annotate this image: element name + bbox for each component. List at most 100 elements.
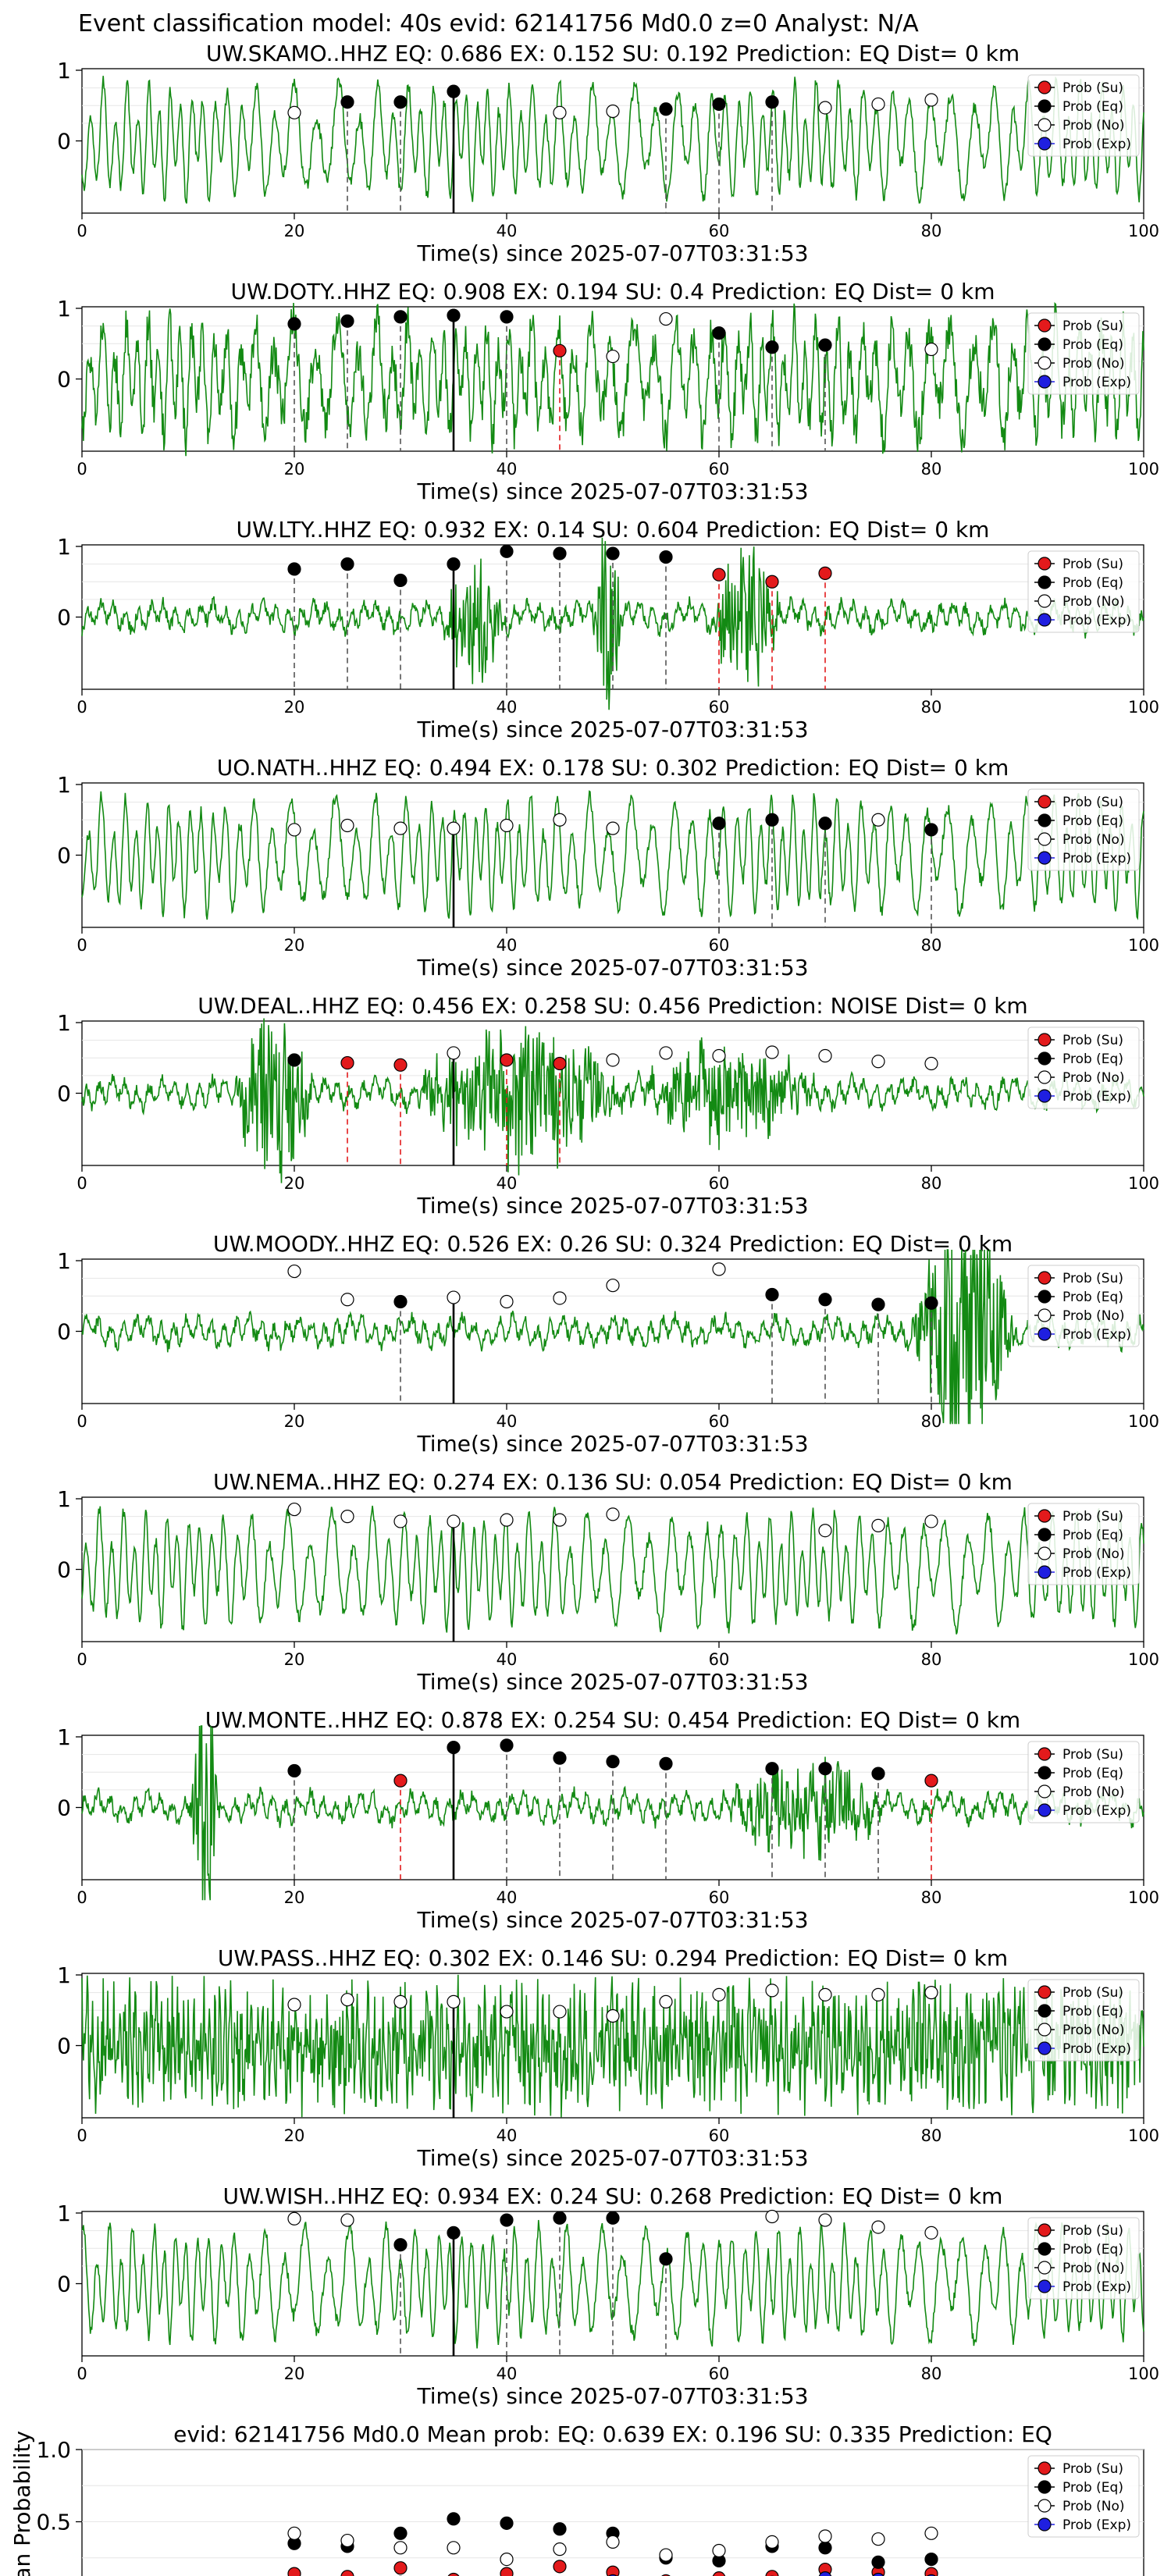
mean-marker-no <box>500 2553 514 2567</box>
mean-marker-no <box>659 2548 673 2562</box>
prob-marker-no <box>765 1984 779 1998</box>
legend-marker-eq <box>1038 99 1052 113</box>
legend-label: Prob (Eq) <box>1062 2004 1123 2019</box>
legend: Prob (Su) Prob (Eq) Prob (No) Prob (Exp) <box>1027 2455 1140 2538</box>
legend-label: Prob (No) <box>1062 2023 1125 2038</box>
prob-marker-no <box>447 1994 461 2008</box>
legend-marker-exp <box>1038 1089 1052 1103</box>
legend-marker-no <box>1038 2261 1052 2275</box>
legend-marker-su <box>1038 80 1052 94</box>
legend-marker-eq <box>1038 1528 1052 1542</box>
prob-marker-no <box>818 2213 832 2227</box>
prob-marker-eq <box>447 84 461 98</box>
prob-marker-no <box>287 2211 301 2226</box>
prob-marker-su <box>553 1056 567 1071</box>
x-tick-label: 0 <box>77 1650 87 1669</box>
x-tick-label: 80 <box>921 222 942 240</box>
prob-marker-no <box>287 105 301 119</box>
x-tick-label: 20 <box>284 460 305 479</box>
prob-marker-eq <box>712 817 726 831</box>
legend-label: Prob (Exp) <box>1062 2279 1131 2295</box>
prob-marker-no <box>606 1507 620 1521</box>
legend-marker-eq <box>1038 2480 1052 2494</box>
x-tick-label: 40 <box>497 222 518 240</box>
legend-label: Prob (Exp) <box>1062 613 1131 628</box>
x-tick-label: 60 <box>709 1174 730 1193</box>
prob-marker-eq <box>818 1293 832 1307</box>
y-tick-label: 0 <box>57 843 71 869</box>
panel-title: UW.MOODY..HHZ EQ: 0.526 EX: 0.26 SU: 0.3… <box>213 1231 1013 1257</box>
plot-frame <box>81 306 1144 452</box>
prob-marker-eq <box>765 1762 779 1776</box>
panel-uo-nath-hhz: UO.NATH..HHZ EQ: 0.494 EX: 0.178 SU: 0.3… <box>57 755 1159 980</box>
legend-frame <box>1027 1741 1140 1823</box>
x-tick-label: 80 <box>921 460 942 479</box>
mean-marker-eq <box>447 2512 461 2526</box>
x-tick-label: 100 <box>1128 698 1159 717</box>
prob-marker-eq <box>765 340 779 354</box>
x-tick-label: 40 <box>497 1650 518 1669</box>
mean-marker-eq <box>393 2526 408 2540</box>
x-tick-label: 0 <box>77 698 87 717</box>
prob-marker-no <box>924 342 938 357</box>
legend-label: Prob (Exp) <box>1062 2041 1131 2057</box>
panel-uw-skamo-hhz: UW.SKAMO..HHZ EQ: 0.686 EX: 0.152 SU: 0.… <box>57 41 1159 266</box>
panel-title: evid: 62141756 Md0.0 Mean prob: EQ: 0.63… <box>173 2421 1052 2447</box>
x-tick-label: 40 <box>497 2364 518 2383</box>
legend-label: Prob (Exp) <box>1062 851 1131 866</box>
figure-title: Event classification model: 40s evid: 62… <box>78 10 919 37</box>
legend-marker-no <box>1038 1308 1052 1322</box>
panel-title: UW.WISH..HHZ EQ: 0.934 EX: 0.24 SU: 0.26… <box>223 2183 1003 2209</box>
legend-marker-exp <box>1038 1327 1052 1341</box>
prob-marker-no <box>553 105 567 119</box>
prob-marker-no <box>393 821 408 835</box>
legend: Prob (Su) Prob (Eq) Prob (No) Prob (Exp) <box>1027 1026 1140 1109</box>
legend-marker-su <box>1038 1271 1052 1285</box>
mean-marker-no <box>765 2535 779 2549</box>
x-tick-label: 0 <box>77 222 87 240</box>
legend-label: Prob (Eq) <box>1062 1766 1123 1781</box>
panel-uw-deal-hhz: UW.DEAL..HHZ EQ: 0.456 EX: 0.258 SU: 0.4… <box>57 993 1159 1219</box>
legend-marker-su <box>1038 1033 1052 1047</box>
legend-marker-no <box>1038 832 1052 846</box>
x-tick-label: 60 <box>709 698 730 717</box>
legend-label: Prob (Su) <box>1062 1271 1123 1286</box>
prob-marker-eq <box>393 573 408 588</box>
panel-uw-doty-hhz: UW.DOTY..HHZ EQ: 0.908 EX: 0.194 SU: 0.4… <box>57 279 1159 504</box>
legend-label: Prob (Exp) <box>1062 1803 1131 1819</box>
panel-title: UW.NEMA..HHZ EQ: 0.274 EX: 0.136 SU: 0.0… <box>213 1469 1013 1495</box>
prob-marker-no <box>712 1048 726 1063</box>
prob-marker-no <box>393 1994 408 2008</box>
legend: Prob (Su) Prob (Eq) Prob (No) Prob (Exp) <box>1027 1265 1140 1347</box>
legend-label: Prob (No) <box>1062 832 1125 848</box>
legend-marker-eq <box>1038 1290 1052 1304</box>
legend-label: Prob (No) <box>1062 356 1125 372</box>
x-tick-label: 80 <box>921 1650 942 1669</box>
prob-marker-eq <box>765 95 779 109</box>
prob-marker-eq <box>500 2213 514 2227</box>
x-tick-label: 20 <box>284 2126 305 2145</box>
legend: Prob (Su) Prob (Eq) Prob (No) Prob (Exp) <box>1027 74 1140 157</box>
prob-marker-eq <box>287 317 301 331</box>
mean-marker-eq <box>553 2522 567 2536</box>
prob-marker-eq <box>287 1763 301 1778</box>
x-axis-label: Time(s) since 2025-07-07T03:31:53 <box>416 955 808 980</box>
legend-marker-exp <box>1038 2279 1052 2293</box>
x-axis-label: Time(s) since 2025-07-07T03:31:53 <box>416 1907 808 1933</box>
legend-marker-eq <box>1038 1051 1052 1066</box>
prob-marker-eq <box>818 338 832 352</box>
mean-marker-no <box>818 2529 832 2543</box>
panel-title: UW.SKAMO..HHZ EQ: 0.686 EX: 0.152 SU: 0.… <box>206 41 1020 66</box>
prob-marker-eq <box>553 546 567 560</box>
legend-marker-no <box>1038 356 1052 370</box>
x-tick-label: 60 <box>709 2126 730 2145</box>
legend-label: Prob (Eq) <box>1062 575 1123 591</box>
prob-marker-no <box>447 1046 461 1060</box>
legend-frame <box>1027 2217 1140 2300</box>
x-tick-label: 60 <box>709 1650 730 1669</box>
prob-marker-no <box>500 1294 514 1309</box>
legend-marker-su <box>1038 795 1052 809</box>
x-tick-label: 80 <box>921 1174 942 1193</box>
prob-marker-eq <box>659 2252 673 2266</box>
prob-marker-no <box>447 1290 461 1304</box>
